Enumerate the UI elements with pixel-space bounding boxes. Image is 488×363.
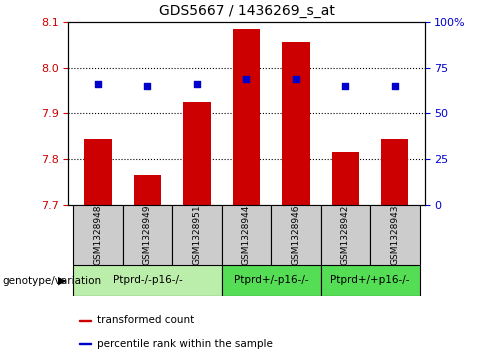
Title: GDS5667 / 1436269_s_at: GDS5667 / 1436269_s_at [159, 4, 334, 18]
Text: GSM1328943: GSM1328943 [390, 205, 399, 265]
Point [243, 76, 250, 82]
Point [94, 81, 102, 86]
Point [342, 83, 349, 89]
Bar [222, 205, 271, 265]
Bar [332, 152, 359, 205]
Point [193, 81, 201, 86]
Bar [73, 205, 123, 265]
Text: GSM1328944: GSM1328944 [242, 205, 251, 265]
Text: GSM1328948: GSM1328948 [94, 205, 102, 265]
Text: GSM1328951: GSM1328951 [192, 205, 202, 265]
Text: transformed count: transformed count [97, 315, 194, 325]
Bar [222, 265, 321, 296]
Bar [84, 139, 112, 205]
Bar [79, 319, 91, 321]
Text: GSM1328949: GSM1328949 [143, 205, 152, 265]
Bar [321, 205, 370, 265]
Point [143, 83, 151, 89]
Bar [370, 205, 420, 265]
Bar [73, 265, 222, 296]
Text: percentile rank within the sample: percentile rank within the sample [97, 339, 273, 349]
Bar [381, 139, 408, 205]
Bar [134, 175, 161, 205]
Bar [123, 205, 172, 265]
Bar [283, 42, 309, 205]
Text: GSM1328946: GSM1328946 [291, 205, 301, 265]
Bar [233, 29, 260, 205]
Bar [79, 343, 91, 344]
Text: Ptprd+/-p16-/-: Ptprd+/-p16-/- [234, 276, 308, 285]
Bar [172, 205, 222, 265]
Point [292, 76, 300, 82]
Text: ▶: ▶ [58, 276, 67, 286]
Bar [271, 205, 321, 265]
Text: Ptprd+/+p16-/-: Ptprd+/+p16-/- [330, 276, 410, 285]
Bar [183, 102, 210, 205]
Text: genotype/variation: genotype/variation [2, 276, 102, 286]
Text: Ptprd-/-p16-/-: Ptprd-/-p16-/- [113, 276, 183, 285]
Text: GSM1328942: GSM1328942 [341, 205, 350, 265]
Point [391, 83, 399, 89]
Bar [321, 265, 420, 296]
